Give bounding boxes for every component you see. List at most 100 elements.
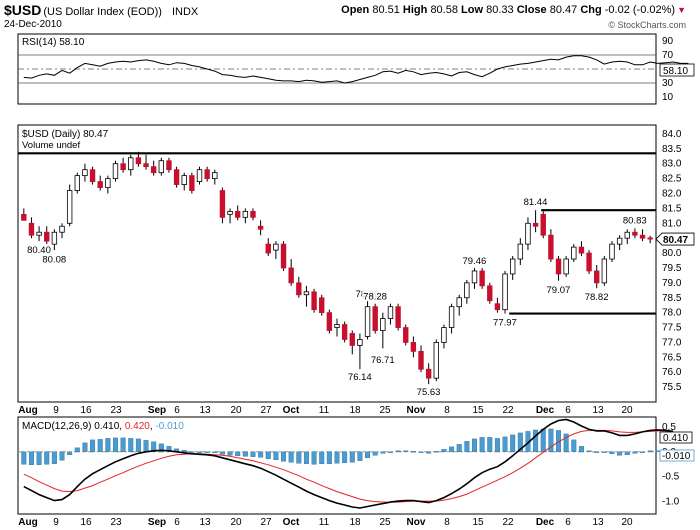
symbol-title: $USD (US Dollar Index (EOD)) INDX [4, 2, 198, 18]
price-y-tick: 79.5 [662, 263, 682, 274]
candle-body [380, 318, 386, 331]
macd-y-tick: -0.5 [662, 472, 680, 483]
candle-body [517, 243, 524, 260]
candle-body [135, 157, 142, 165]
candle-body [563, 258, 569, 275]
candle-body [44, 231, 50, 242]
price-annotation-bg [545, 283, 572, 295]
macd-histogram-bar [403, 450, 409, 453]
candle-body [525, 222, 531, 245]
macd-histogram-bar [250, 451, 256, 457]
price-y-tick: 81.0 [662, 218, 682, 229]
price-annotation-bg [461, 255, 488, 267]
candle-body [173, 169, 180, 185]
macd-histogram-bar [640, 451, 646, 453]
volume-note: Volume undef [22, 140, 80, 151]
macd-histogram-bar [326, 451, 332, 464]
macd-histogram-bar [151, 441, 157, 453]
macd-histogram-bar [464, 441, 470, 453]
macd-histogram-bar [273, 451, 279, 460]
candle-body [296, 282, 302, 296]
price-x-tick: 13 [592, 405, 604, 416]
price-annotation-bg [369, 354, 396, 366]
rsi-line [23, 55, 689, 84]
macd-histogram-bar [380, 451, 386, 454]
candle-body [364, 306, 371, 337]
candle-body [349, 333, 355, 346]
candle-body [624, 231, 630, 239]
macd-histogram-bar [487, 437, 493, 453]
price-yt: 84.083.583.082.582.081.581.080.580.079.5… [662, 129, 682, 393]
macd-histogram-bar [82, 442, 88, 453]
macd-histogram-bar [90, 439, 96, 453]
macd-x-tick: 6 [565, 517, 571, 528]
macd-histogram-bar [548, 428, 554, 453]
price-xt: Aug 9 16 23 Sep 6 13 20 27 Oct 11 18 25 Nov 8 15 22 Dec 6 1… [18, 405, 633, 416]
price-y-tick: 77.0 [662, 337, 682, 348]
macd-histogram-bar [647, 450, 653, 453]
macd-histogram-bar [227, 451, 233, 456]
macd-histogram-bar [67, 451, 73, 456]
macd-histogram-bar [204, 451, 210, 453]
price-y-tick: 78.0 [662, 308, 682, 319]
macd-histogram-bar [128, 438, 134, 453]
price-panel: $USD (Daily) 80.47 Volume undef 80.0876.… [17, 124, 695, 416]
macd-legend: MACD(12,26,9) 0.410, 0.420, -0.010 [22, 421, 184, 432]
candle-body [303, 291, 310, 296]
price-x-tick: 16 [80, 405, 92, 416]
candle-body [334, 324, 340, 328]
candle-body [441, 327, 447, 343]
macd-x-tick: 16 [80, 517, 92, 528]
macd-x-tick: 18 [349, 517, 361, 528]
macd-x-tick: 23 [110, 517, 122, 528]
price-x-tick: Oct [283, 405, 300, 416]
macd-histogram-bar [197, 451, 202, 453]
candle-body [555, 258, 562, 275]
macd-histogram-bar [609, 451, 615, 455]
candle-body [288, 267, 294, 284]
price-x-tick: 22 [502, 405, 514, 416]
price-annotation: 76.14 [348, 372, 372, 383]
candle-body [601, 258, 608, 284]
candle-body [410, 342, 417, 352]
rsi-y-tick: 10 [662, 92, 674, 103]
candle-body [319, 297, 325, 314]
candle-body [509, 258, 516, 275]
price-annotation-bg [362, 290, 389, 302]
macd-x-tick: 6 [174, 517, 180, 528]
macd-x-tick: Nov [407, 517, 426, 528]
macd-histogram-bar [319, 451, 325, 464]
macd-histogram-bar [563, 433, 569, 453]
macd-histogram-bar [143, 440, 149, 453]
macd-histogram-bar [189, 451, 195, 453]
macd-histogram-bar [601, 451, 607, 453]
candle-body [66, 190, 73, 224]
macd-histogram-bar [135, 438, 141, 453]
candle-body [594, 270, 600, 284]
macd-histogram-bar [617, 451, 623, 456]
macd-y-tick: 0.5 [662, 422, 676, 433]
price-annotation-bg [415, 386, 442, 398]
chg-value: -0.02 (-0.02%) [604, 4, 676, 16]
candle-body [196, 169, 203, 182]
macd-x-tick: Aug [18, 517, 37, 528]
macd-last-value-tag: 0.410 -0.010 [659, 431, 695, 462]
candle-body [471, 270, 478, 284]
macd-histogram-bar [426, 451, 432, 454]
macd-histogram-bar [372, 451, 378, 456]
macd-histogram-bar [212, 451, 218, 454]
candle-body [189, 175, 195, 191]
rsi-y-tick: 30 [662, 78, 674, 89]
chg-label: Chg [580, 4, 602, 16]
open-value: 80.51 [372, 4, 400, 16]
macd-histogram-bar [479, 437, 485, 453]
rsi-y-tick: 70 [662, 50, 674, 61]
candle-body [212, 172, 218, 180]
macd-histogram-bar [181, 450, 187, 453]
macd-histogram-bar [105, 438, 111, 453]
candle-body [128, 157, 134, 171]
macd-histogram-bar [357, 451, 363, 461]
macd-x-tick: 13 [199, 517, 211, 528]
candle-body [372, 306, 378, 331]
